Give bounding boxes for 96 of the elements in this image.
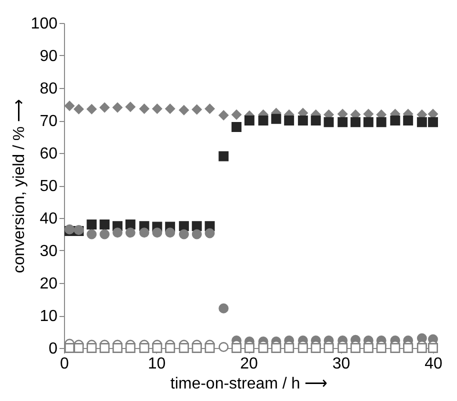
point [165,228,176,238]
point [112,102,122,112]
point [363,109,374,119]
point [298,343,308,353]
point [165,104,176,114]
point [403,343,414,353]
point [112,228,122,238]
point [218,303,229,314]
point [232,122,242,132]
point [204,228,215,238]
y-tick-label: 20 [40,276,58,292]
x-tick-label: 0 [60,356,70,372]
point [74,104,84,114]
point [74,343,84,353]
point [192,343,202,353]
point [232,343,242,353]
point [125,343,136,353]
point [125,220,136,230]
point [284,343,294,353]
point [390,343,400,353]
point [416,117,427,128]
point [178,343,189,353]
x-axis-title: time-on-stream / h ⟶ [170,376,328,392]
point [363,117,374,128]
point [204,104,215,114]
point [64,100,75,111]
point [338,109,348,119]
point [100,220,110,230]
point [428,109,438,119]
point [363,343,374,353]
point [100,102,110,112]
point [100,343,110,353]
y-tick-label: 90 [40,48,58,65]
point [165,343,176,353]
point [390,116,400,126]
point [100,229,110,240]
x-tick-label: 30 [332,356,350,372]
point [178,221,189,232]
point [298,116,308,126]
y-tick-label: 60 [40,146,58,162]
point [324,343,334,353]
point [218,110,229,120]
point [204,343,215,353]
point [64,343,75,353]
point [284,116,294,126]
point [139,228,150,238]
point [125,102,136,112]
point [152,228,162,238]
point [125,228,136,238]
point [376,343,386,353]
y-tick-label: 0 [48,340,58,358]
point [338,343,348,353]
point [232,110,242,120]
x-tick-label: 20 [240,356,258,372]
point [428,117,438,128]
point [244,116,254,126]
point [86,343,97,353]
point [218,342,229,352]
point [139,104,150,114]
y-tick-label: 100 [30,16,58,32]
point [271,343,282,353]
point [350,117,360,128]
y-axis-title: conversion, yield / % ⟶ [10,98,28,274]
point [403,116,414,126]
point [310,116,321,126]
point [152,343,162,353]
y-tick-label: 30 [40,243,58,260]
point [192,221,202,232]
point [192,229,202,240]
point [310,343,321,353]
point [218,151,229,162]
point [152,104,162,114]
point [86,104,97,114]
y-tick-label: 70 [40,113,58,130]
y-tick-label: 10 [40,308,58,325]
point [258,116,268,126]
point [178,229,189,240]
point [86,229,97,240]
point [86,220,97,230]
y-tick-label: 50 [40,178,58,195]
point [416,343,427,353]
point [338,117,348,128]
x-tick-label: 10 [148,356,166,372]
x-tick-label: 40 [424,356,442,372]
point [324,117,334,128]
point [178,105,189,116]
point [112,343,122,353]
point [350,343,360,353]
point [244,343,254,353]
y-tick-label: 80 [40,80,58,98]
point [192,104,202,114]
point [376,117,386,128]
point [271,114,282,124]
point [258,343,268,353]
point [139,343,150,353]
y-tick-label: 40 [40,210,58,228]
